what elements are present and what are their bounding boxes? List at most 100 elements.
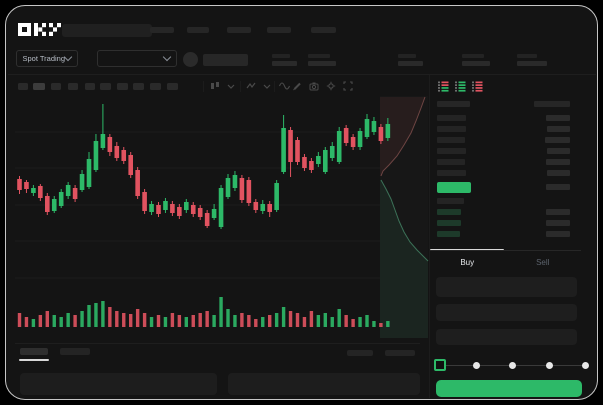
last-price-highlight[interactable] [436, 181, 471, 193]
candle-body [30, 187, 36, 193]
volume-bar [65, 312, 70, 327]
volume-bar [253, 318, 257, 327]
slider-handle[interactable] [433, 359, 446, 371]
okx-logo[interactable] [17, 22, 64, 36]
candle-body [134, 169, 140, 196]
bid-row[interactable] [430, 208, 581, 216]
book-asks-icon[interactable] [471, 80, 484, 93]
bid-row[interactable] [430, 230, 581, 238]
panel-divider [428, 74, 430, 398]
volume-bar [246, 314, 251, 327]
volume-bar [364, 314, 369, 327]
volume-bar [343, 314, 348, 327]
order-input-field[interactable] [435, 328, 577, 345]
timeframe-button[interactable] [17, 82, 28, 90]
timeframe-button[interactable] [32, 82, 45, 90]
order-input-field[interactable] [435, 303, 577, 321]
volume-bar [17, 312, 21, 327]
camera-icon[interactable] [309, 81, 320, 92]
fullscreen-icon[interactable] [342, 80, 354, 92]
volume-bar [385, 320, 390, 327]
bottom-tab[interactable] [19, 347, 48, 355]
candle-body [65, 184, 70, 196]
timeframe-button[interactable] [84, 82, 95, 90]
market-type-selector[interactable]: Spot Trading [15, 49, 78, 67]
timeframe-button[interactable] [132, 82, 144, 90]
candle-body [114, 145, 119, 158]
ask-amount-bar [544, 136, 570, 143]
timeframe-button[interactable] [166, 82, 178, 90]
volume-bar [191, 314, 195, 327]
bottom-panel[interactable] [19, 372, 217, 395]
bottom-panel[interactable] [227, 372, 420, 395]
candle-style-icon[interactable] [210, 81, 221, 92]
coin-avatar [182, 51, 198, 67]
search-input[interactable] [61, 23, 152, 37]
indicator-icon[interactable] [246, 81, 257, 92]
bottom-divider [14, 342, 420, 344]
volume-bar [114, 310, 118, 327]
nav-item[interactable] [266, 26, 291, 33]
candle-body [315, 155, 321, 164]
settings-gear-icon[interactable] [326, 81, 337, 92]
draw-pencil-icon[interactable] [292, 81, 303, 92]
nav-item[interactable] [226, 26, 251, 33]
ask-row[interactable] [430, 169, 581, 177]
depth-ask-area [379, 96, 425, 176]
buy-submit-button[interactable] [435, 379, 582, 397]
candle-body [308, 160, 314, 170]
slider-stop[interactable] [472, 361, 480, 369]
timeframe-button[interactable] [149, 82, 161, 90]
candle-body [197, 207, 202, 217]
timeframe-button[interactable] [67, 82, 78, 90]
book-bids-icon[interactable] [454, 80, 467, 93]
volume-bar [225, 308, 230, 327]
volume-bar [121, 312, 125, 327]
candle-body [266, 203, 272, 212]
slider-stop[interactable] [509, 361, 516, 369]
ask-row[interactable] [430, 147, 581, 155]
price-chart[interactable] [5, 5, 598, 400]
volume-bar [79, 310, 84, 327]
candle-body [93, 140, 98, 170]
ask-row[interactable] [430, 125, 581, 133]
tab-sell[interactable]: Sell [505, 251, 581, 275]
timeframe-button[interactable] [116, 82, 128, 90]
candle-body [343, 127, 348, 143]
pair-selector[interactable] [96, 49, 177, 67]
bid-price-bar [436, 219, 461, 226]
candle-body [364, 118, 369, 137]
chevron-down-icon[interactable] [226, 81, 237, 92]
candle-body [336, 130, 341, 162]
slider-stop[interactable] [582, 361, 589, 369]
candle-body [246, 179, 251, 203]
volume-bar [24, 316, 28, 327]
volume-bar [184, 316, 188, 327]
timeframe-button[interactable] [50, 82, 61, 90]
ask-row[interactable] [430, 158, 581, 166]
candle-body [51, 198, 57, 211]
bid-row[interactable] [430, 197, 581, 205]
wave-line-icon[interactable] [278, 81, 290, 92]
timeframe-button[interactable] [99, 82, 111, 90]
ask-price-bar [436, 125, 466, 132]
nav-item[interactable] [149, 26, 174, 33]
candle-body [253, 201, 258, 210]
bottom-tab[interactable] [59, 347, 90, 355]
ask-row[interactable] [430, 136, 581, 144]
bottom-action-bar[interactable] [346, 349, 373, 356]
candle-body [155, 204, 161, 214]
bottom-action-bar[interactable] [384, 349, 415, 356]
chevron-down-icon[interactable] [262, 81, 273, 92]
ask-row[interactable] [430, 114, 581, 122]
order-input-field[interactable] [435, 276, 577, 297]
nav-item[interactable] [310, 26, 336, 33]
slider-stop[interactable] [545, 361, 553, 369]
tab-buy[interactable]: Buy [430, 251, 506, 275]
nav-item[interactable] [186, 26, 209, 33]
candle-body [218, 187, 223, 227]
volume-bar [107, 306, 112, 327]
volume-bar [156, 314, 160, 327]
book-combined-icon[interactable] [437, 80, 450, 93]
bid-row[interactable] [430, 219, 581, 227]
